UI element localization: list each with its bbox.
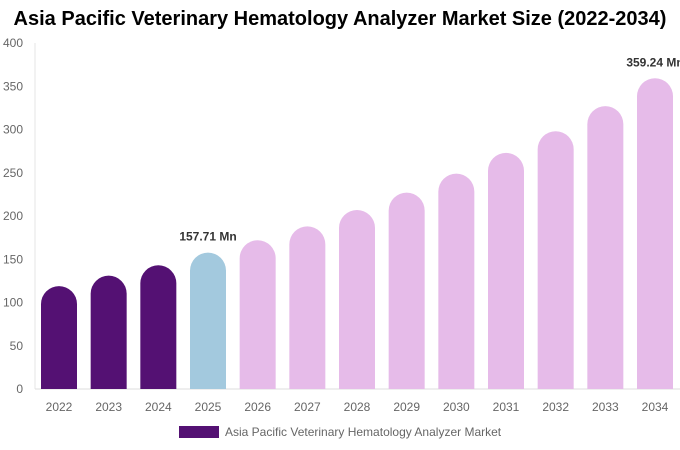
x-tick-label: 2029 (393, 400, 420, 414)
x-tick-label: 2034 (642, 400, 669, 414)
data-label: 157.71 Mn (179, 230, 236, 244)
bar (239, 240, 276, 389)
legend-label: Asia Pacific Veterinary Hematology Analy… (225, 425, 502, 439)
x-tick-label: 2024 (145, 400, 172, 414)
x-tick-label: 2032 (542, 400, 569, 414)
y-tick-label: 150 (3, 252, 23, 266)
x-tick-label: 2031 (493, 400, 520, 414)
y-tick-label: 100 (3, 296, 23, 310)
bar (140, 265, 177, 389)
bar (289, 226, 326, 389)
chart-title: Asia Pacific Veterinary Hematology Analy… (13, 8, 667, 30)
bar (190, 252, 226, 389)
x-tick-label: 2027 (294, 400, 321, 414)
bar (537, 131, 574, 390)
x-tick-label: 2030 (443, 400, 470, 414)
x-tick-label: 2025 (195, 400, 222, 414)
y-tick-label: 200 (3, 209, 23, 223)
y-tick-label: 400 (3, 36, 23, 50)
y-tick-label: 250 (3, 166, 23, 180)
x-tick-label: 2033 (592, 400, 619, 414)
x-tick-label: 2023 (95, 400, 122, 414)
y-tick-label: 300 (3, 123, 23, 137)
y-tick-label: 0 (16, 382, 23, 396)
y-tick-label: 50 (10, 339, 24, 353)
data-label: 359.24 Mn (626, 55, 680, 69)
x-tick-label: 2022 (46, 400, 73, 414)
bar (90, 275, 127, 389)
bar (488, 152, 524, 389)
bar (41, 286, 77, 389)
bar (637, 78, 673, 390)
legend-swatch (179, 426, 219, 438)
x-tick-label: 2028 (344, 400, 371, 414)
bar (388, 192, 425, 389)
bar (339, 209, 375, 389)
legend: Asia Pacific Veterinary Hematology Analy… (179, 425, 501, 439)
bar (438, 173, 475, 389)
x-tick-label: 2026 (244, 400, 271, 414)
bar (587, 106, 624, 389)
y-tick-label: 350 (3, 79, 23, 93)
